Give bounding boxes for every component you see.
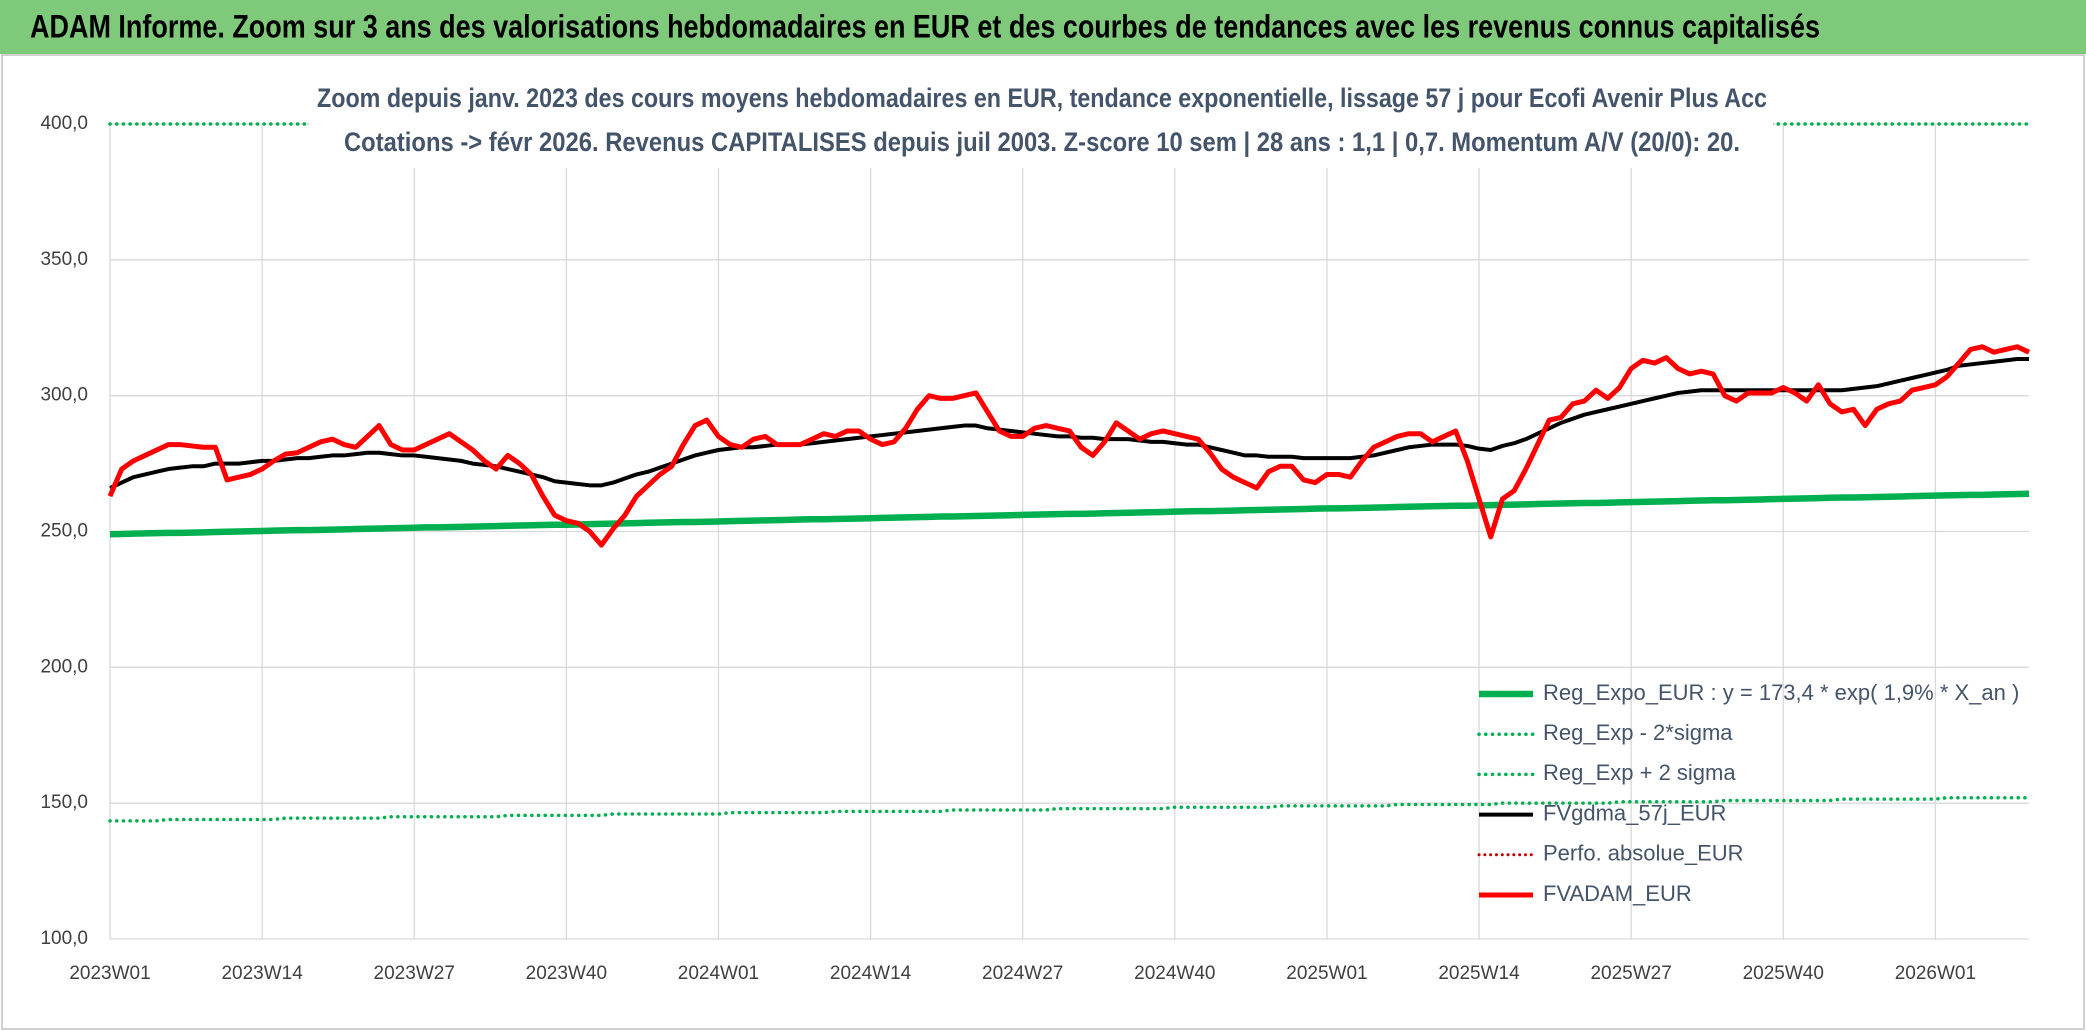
x-tick-label: 2023W01	[69, 963, 150, 984]
chart-subtitle: Zoom depuis janv. 2023 des cours moyens …	[317, 83, 1767, 113]
x-tick-label: 2024W40	[1134, 963, 1215, 984]
x-tick-label: 2025W40	[1743, 963, 1824, 984]
x-tick-label: 2024W27	[982, 963, 1063, 984]
chart-frame	[1, 54, 2085, 1030]
legend-label: Reg_Exp + 2 sigma	[1543, 760, 1736, 785]
y-tick-label: 400,0	[40, 113, 88, 134]
x-tick-label: 2025W01	[1286, 963, 1367, 984]
subtitle-background	[309, 78, 1773, 168]
series-line	[108, 795, 2031, 823]
series-line	[107, 344, 2031, 548]
x-tick-label: 2024W14	[830, 963, 912, 984]
chart-subtitle: Cotations -> févr 2026. Revenus CAPITALI…	[344, 127, 1740, 157]
y-tick-label: 250,0	[40, 521, 88, 542]
legend-label: Reg_Expo_EUR : y = 173,4 * exp( 1,9% * X…	[1543, 680, 2019, 705]
x-tick-label: 2026W01	[1895, 963, 1976, 984]
x-tick-label: 2025W14	[1438, 963, 1520, 984]
x-tick-label: 2023W40	[526, 963, 607, 984]
series-line	[109, 490, 2030, 538]
x-tick-label: 2024W01	[678, 963, 759, 984]
y-tick-label: 150,0	[40, 792, 88, 813]
legend: Reg_Expo_EUR : y = 173,4 * exp( 1,9% * X…	[1477, 680, 2019, 906]
y-tick-label: 300,0	[40, 385, 88, 406]
x-tick-label: 2025W27	[1590, 963, 1671, 984]
y-tick-label: 350,0	[40, 249, 88, 270]
header-bar	[0, 0, 2086, 54]
legend-label: FVgdma_57j_EUR	[1543, 800, 1726, 825]
y-tick-label: 200,0	[40, 656, 88, 677]
plot-area: 100,0 150,0 200,0 250,0 300,0 350,0 400,0 2023W…	[40, 113, 2031, 984]
y-tick-label: 100,0	[40, 928, 88, 949]
legend-label: FVADAM_EUR	[1543, 881, 1692, 906]
x-tick-label: 2023W27	[374, 963, 455, 984]
legend-label: Reg_Exp - 2*sigma	[1543, 720, 1733, 745]
legend-label: Perfo. absolue_EUR	[1543, 841, 1744, 866]
series-line	[109, 356, 2029, 490]
chart-title: ADAM Informe. Zoom sur 3 ans des valoris…	[30, 8, 1820, 44]
x-tick-label: 2023W14	[221, 963, 303, 984]
